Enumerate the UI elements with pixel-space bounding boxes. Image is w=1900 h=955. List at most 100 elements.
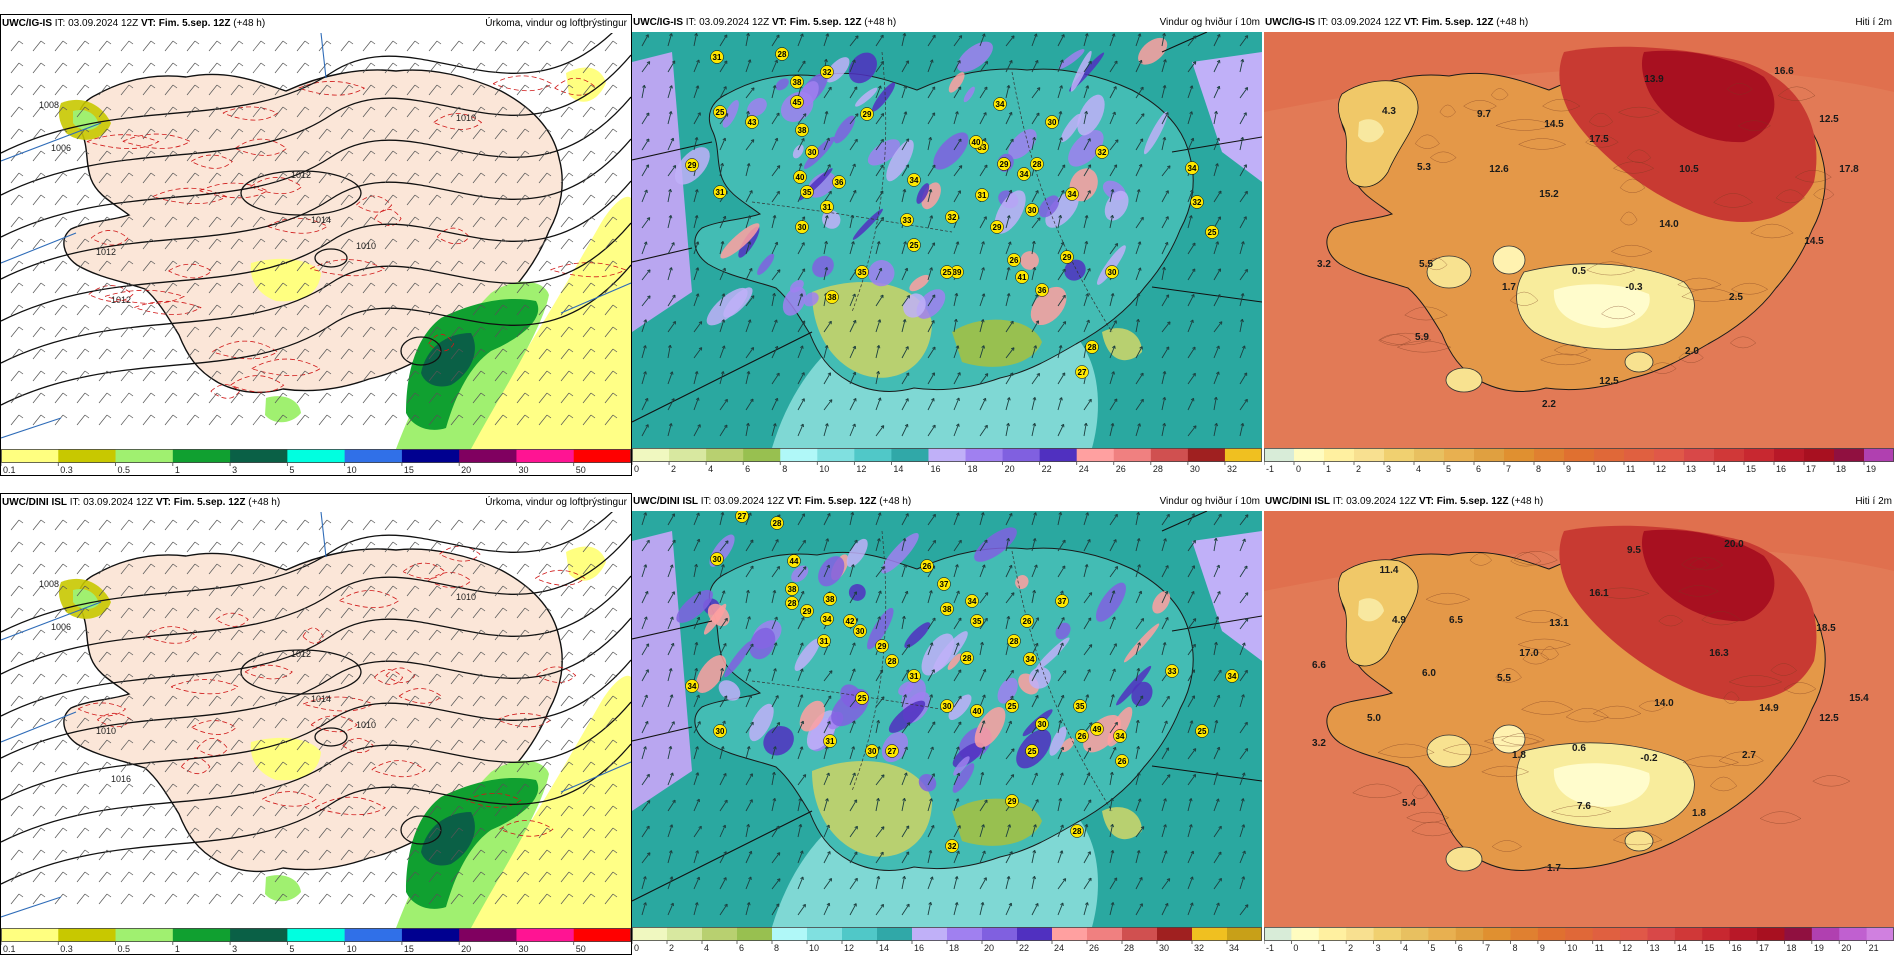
gust-label: 29 xyxy=(801,605,814,618)
colorbar-swatch xyxy=(516,928,574,942)
gust-label: 30 xyxy=(1046,116,1059,129)
model-name: UWC/DINI ISL xyxy=(1265,496,1330,507)
it-value: 03.09.2024 12Z xyxy=(83,497,153,508)
colorbar-tick: 20 xyxy=(984,943,994,953)
colorbar-tick: 9 xyxy=(1566,464,1571,474)
gust-label: 32 xyxy=(821,66,834,79)
colorbar-tick: 12 xyxy=(856,464,866,474)
svg-text:34: 34 xyxy=(1188,164,1197,173)
colorbar-tick: 2 xyxy=(1356,464,1361,474)
field-title: Hiti í 2m xyxy=(1855,14,1892,32)
gust-label: 25 xyxy=(908,239,921,252)
svg-text:28: 28 xyxy=(1088,343,1097,352)
it-label: IT: xyxy=(701,496,712,507)
gust-label: 38 xyxy=(941,603,954,616)
temp-label: 1.7 xyxy=(1502,282,1516,293)
gust-label: 42 xyxy=(844,615,857,628)
colorbar-swatch xyxy=(1504,448,1535,462)
gust-label: 34 xyxy=(1186,162,1199,175)
glacier-area xyxy=(1625,831,1653,851)
gust-label: 35 xyxy=(856,266,869,279)
gust-label: 30 xyxy=(711,553,724,566)
colorbar-tick: 0.3 xyxy=(60,465,73,475)
colorbar-swatch xyxy=(1414,448,1445,462)
colorbar-swatch xyxy=(1151,448,1189,462)
colorbar-tick: 5 xyxy=(289,944,294,954)
colorbar-swatch xyxy=(1647,927,1675,941)
temp-label: 12.5 xyxy=(1819,713,1839,724)
colorbar-swatch xyxy=(1264,927,1292,941)
svg-text:36: 36 xyxy=(1038,286,1047,295)
colorbar-tick: 18 xyxy=(968,464,978,474)
gust-label: 37 xyxy=(938,578,951,591)
gust-label: 34 xyxy=(1018,168,1031,181)
gust-label: 38 xyxy=(826,291,839,304)
colorbar-tick: 6 xyxy=(745,464,750,474)
colorbar-swatch xyxy=(912,927,948,941)
colorbar-swatch xyxy=(1374,927,1402,941)
colorbar-tick: 6 xyxy=(1476,464,1481,474)
gust-label: 31 xyxy=(976,189,989,202)
temp-label: 9.5 xyxy=(1627,545,1641,556)
colorbar-swatch xyxy=(1511,927,1539,941)
colorbar-tick: 1 xyxy=(175,465,180,475)
gust-label: 41 xyxy=(1016,271,1029,284)
colorbar-tick: 15 xyxy=(404,944,414,954)
gust-label: 33 xyxy=(901,214,914,227)
colorbar-swatch xyxy=(1804,448,1835,462)
field-title: Úrkoma, vindur og loftþrýstingur xyxy=(485,15,627,33)
isobar-label: 1010 xyxy=(356,241,376,251)
vt-value: Fim. 5.sep. 12Z xyxy=(174,497,246,508)
temp-label: 12.6 xyxy=(1489,164,1509,175)
colorbar-tick: 5 xyxy=(289,465,294,475)
gust-label: 35 xyxy=(1074,700,1087,713)
gust-label: 28 xyxy=(1071,825,1084,838)
colorbar-tick: 16 xyxy=(914,943,924,953)
gust-label: 34 xyxy=(908,174,921,187)
colorbar-swatch xyxy=(1593,927,1621,941)
svg-text:41: 41 xyxy=(1018,273,1027,282)
colorbar-tick: 16 xyxy=(1776,464,1786,474)
gust-label: 27 xyxy=(736,511,749,523)
svg-text:25: 25 xyxy=(943,268,952,277)
colorbar-tick: 12 xyxy=(844,943,854,953)
colorbar-swatch xyxy=(772,927,808,941)
it-label: IT: xyxy=(1333,496,1344,507)
colorbar-swatch xyxy=(1077,448,1115,462)
temp-label: 6.6 xyxy=(1312,660,1326,671)
lead-time: (+48 h) xyxy=(879,496,911,507)
colorbar-tick: 19 xyxy=(1866,464,1876,474)
colorbar-tick: 22 xyxy=(1019,943,1029,953)
lead-time: (+48 h) xyxy=(864,17,896,28)
colorbar-swatch xyxy=(1324,448,1355,462)
temp-label: 15.2 xyxy=(1539,189,1559,200)
colorbar-tick: 0.5 xyxy=(118,465,131,475)
gust-label: 30 xyxy=(854,625,867,638)
gust-label: 49 xyxy=(1091,723,1104,736)
gust-label: 33 xyxy=(1166,665,1179,678)
colorbar-tick: 15 xyxy=(1704,943,1714,953)
colorbar-tick: 9 xyxy=(1540,943,1545,953)
model-name: UWC/IG-IS xyxy=(1265,17,1315,28)
svg-text:34: 34 xyxy=(1068,190,1077,199)
colorbar-swatch xyxy=(780,448,818,462)
colorbar-swatch xyxy=(1017,927,1053,941)
colorbar-swatch xyxy=(1456,927,1484,941)
temp-panel-igis: UWC/IG-IS IT: 03.09.2024 12Z VT: Fim. 5.… xyxy=(1264,14,1896,476)
colorbar-tick: 34 xyxy=(1229,943,1239,953)
colorbar-tick: 16 xyxy=(930,464,940,474)
gust-label: 31 xyxy=(711,51,724,64)
gust-label: 26 xyxy=(921,560,934,573)
model-name: UWC/DINI ISL xyxy=(633,496,698,507)
colorbar-tick: 14 xyxy=(1677,943,1687,953)
gust-label: 30 xyxy=(941,700,954,713)
colorbar-swatch xyxy=(982,927,1018,941)
colorbar-swatch xyxy=(1003,448,1041,462)
gust-label: 28 xyxy=(961,652,974,665)
colorbar-swatch xyxy=(632,448,670,462)
colorbar-swatch xyxy=(891,448,929,462)
vt-label: VT: xyxy=(772,17,787,28)
